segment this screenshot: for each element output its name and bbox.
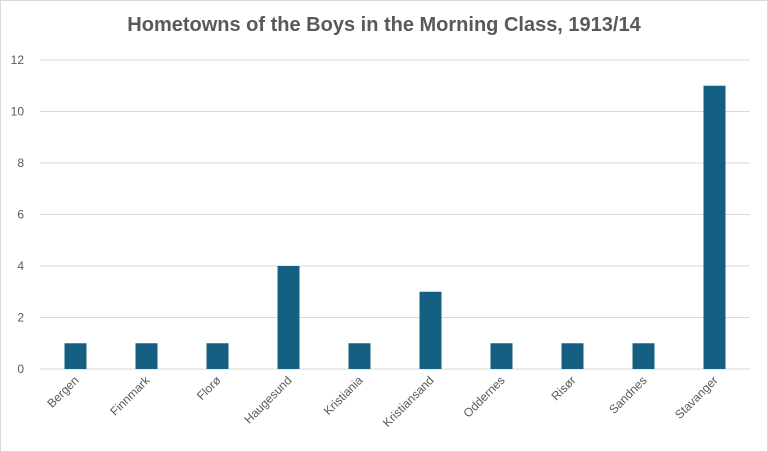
y-tick-label: 0 [17, 362, 24, 376]
y-tick-label: 4 [17, 259, 24, 273]
y-tick-label: 12 [11, 53, 25, 67]
y-tick-label: 10 [11, 105, 25, 119]
x-tick-label: Finnmark [107, 373, 153, 419]
bar-florø [206, 343, 229, 369]
bar-oddernes [490, 343, 513, 369]
bar-kristiania [348, 343, 371, 369]
bar-bergen [64, 343, 87, 369]
x-tick-label: Haugesund [241, 373, 294, 426]
x-tick-label: Kristiansand [380, 373, 437, 430]
x-tick-label: Florø [194, 373, 224, 403]
y-tick-label: 2 [17, 311, 24, 325]
bar-haugesund [277, 266, 300, 369]
x-tick-label: Oddernes [460, 373, 507, 420]
x-tick-label: Risør [548, 373, 578, 403]
x-tick-label: Stavanger [672, 373, 721, 422]
y-axis-ticks: 0 2 4 6 8 10 12 [11, 53, 25, 376]
bar-stavanger [703, 85, 726, 369]
bar-kristiansand [419, 291, 442, 369]
bars [64, 85, 726, 369]
y-tick-label: 6 [17, 208, 24, 222]
bar-finnmark [135, 343, 158, 369]
y-tick-label: 8 [17, 156, 24, 170]
chart-title: Hometowns of the Boys in the Morning Cla… [127, 14, 641, 36]
x-axis-ticks: Bergen Finnmark Florø Haugesund Kristiania Kr… [44, 373, 720, 430]
x-tick-label: Bergen [44, 373, 81, 410]
x-tick-label: Kristiania [321, 373, 366, 418]
bar-sandnes [632, 343, 655, 369]
x-tick-label: Sandnes [606, 373, 649, 416]
gridlines [40, 59, 750, 370]
bar-risør [561, 343, 584, 369]
